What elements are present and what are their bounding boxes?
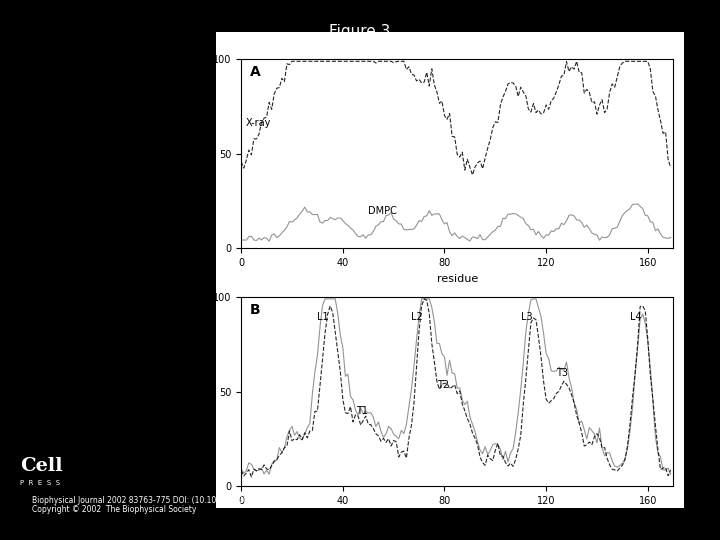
Text: Biophysical Journal 2002 83763-775 DOI: (10.1016/S0006-3495(02)75207-7): Biophysical Journal 2002 83763-775 DOI: … (32, 496, 326, 505)
Text: Cell: Cell (20, 457, 63, 475)
Text: B: B (250, 302, 261, 316)
Text: A: A (250, 65, 261, 79)
Text: L3: L3 (521, 312, 532, 322)
Text: T3: T3 (557, 368, 568, 379)
Y-axis label: B-value (Å²): B-value (Å²) (196, 358, 207, 425)
Text: L4: L4 (630, 312, 642, 322)
Text: Figure 3: Figure 3 (329, 24, 391, 39)
Text: T1: T1 (356, 406, 367, 416)
Text: L1: L1 (318, 312, 329, 322)
Text: T2: T2 (437, 380, 449, 390)
Text: P  R  E  S  S: P R E S S (20, 480, 60, 486)
Text: DMPC: DMPC (368, 206, 397, 217)
Text: L2: L2 (411, 312, 423, 322)
X-axis label: residue: residue (436, 511, 478, 521)
Text: Copyright © 2002  The Biophysical Society: Copyright © 2002 The Biophysical Society (32, 505, 197, 514)
Y-axis label: B-value (Å²): B-value (Å²) (196, 120, 207, 187)
Text: X-ray: X-ray (246, 118, 271, 127)
X-axis label: residue: residue (436, 274, 478, 284)
